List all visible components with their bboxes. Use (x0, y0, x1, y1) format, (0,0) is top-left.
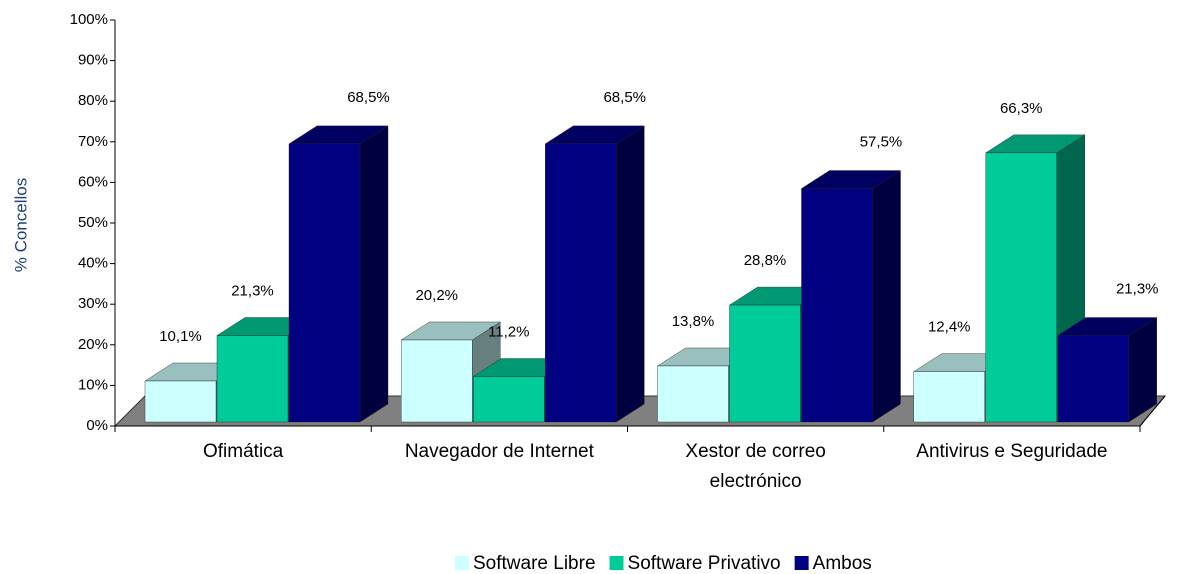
x-tick-label: Xestor de correo electrónico (685, 441, 826, 492)
bar-side (616, 125, 645, 423)
bar-front (144, 380, 217, 423)
value-label: 12,4% (928, 319, 971, 336)
bar-front (729, 304, 801, 423)
y-tick-label: 80% (78, 92, 108, 109)
value-label: 28,8% (744, 252, 787, 269)
bar-front (801, 188, 873, 423)
value-label: 20,2% (415, 287, 458, 304)
bar (288, 125, 389, 423)
y-axis-label: % Concellos (11, 178, 30, 273)
value-label: 13,8% (672, 313, 715, 330)
bar-side (872, 170, 901, 423)
value-label: 57,5% (860, 134, 903, 151)
bar (400, 321, 501, 423)
y-tick-label: 0% (86, 417, 108, 434)
bar (800, 170, 902, 423)
value-label: 10,1% (159, 328, 202, 345)
value-label: 11,2% (488, 323, 529, 340)
bar-front (985, 152, 1057, 423)
bar (1057, 317, 1158, 423)
x-axis-right (1139, 395, 1166, 427)
y-tick-label: 40% (78, 255, 108, 272)
bar-front (545, 143, 617, 423)
bar-side (359, 125, 389, 423)
legend-swatch (455, 556, 469, 570)
legend-swatch (794, 556, 809, 570)
value-label: 66,3% (1000, 100, 1043, 117)
legend-label: Software Libre (473, 553, 596, 574)
value-label: 21,3% (1116, 280, 1159, 297)
x-tick-label: Antivirus e Seguridade (916, 441, 1108, 462)
y-tick-label: 60% (78, 173, 108, 190)
y-tick-label: 20% (78, 336, 108, 353)
legend-label: Software Privativo (628, 553, 781, 574)
bar-front (913, 371, 985, 423)
x-tick-label: Navegador de Internet (404, 441, 594, 462)
y-tick-label: 50% (78, 214, 108, 231)
bar-front (288, 143, 361, 423)
bar (544, 125, 645, 423)
bar-front (473, 376, 545, 423)
y-tick-label: 30% (78, 295, 108, 312)
legend-label: Ambos (813, 553, 872, 574)
bar-front (401, 339, 473, 423)
y-tick-label: 100% (70, 11, 108, 28)
bar-front (1057, 335, 1129, 423)
bar-front (216, 335, 289, 423)
bar-side (1128, 317, 1157, 423)
value-label: 21,3% (231, 282, 274, 299)
y-tick-label: 70% (78, 133, 108, 150)
legend-swatch (609, 556, 624, 570)
value-label: 68,5% (603, 89, 646, 106)
x-tick-label: Ofimática (203, 441, 284, 462)
y-tick-label: 10% (78, 376, 108, 393)
bar-front (657, 365, 729, 423)
y-tick-label: 90% (78, 52, 108, 69)
value-label: 68,5% (347, 89, 390, 106)
